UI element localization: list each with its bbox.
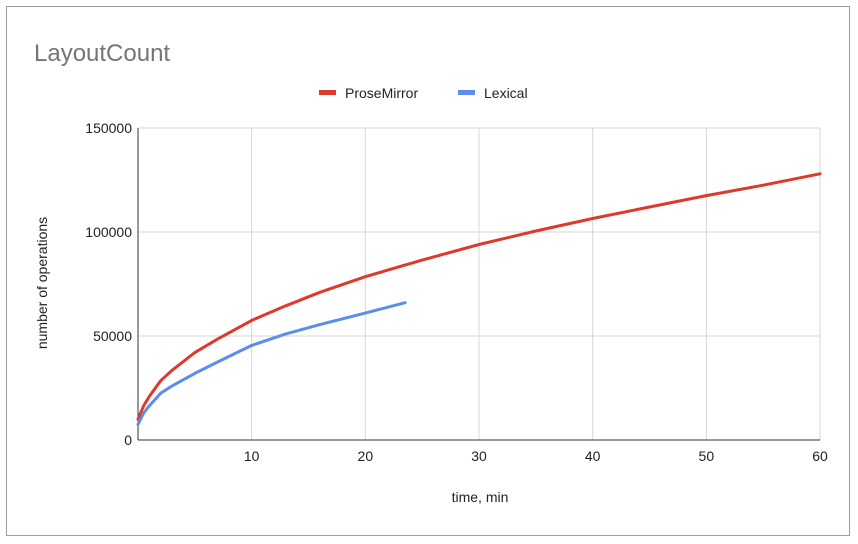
y-tick-label: 50000 [93,328,132,344]
x-axis-label: time, min [452,489,509,505]
y-tick-label: 150000 [85,120,132,136]
y-tick-labels: 0 50000 100000 150000 [85,120,132,448]
series-line-prosemirror [136,172,822,421]
x-tick-labels: 10 20 30 40 50 60 [244,448,828,464]
y-axis-label: number of operations [34,217,50,349]
x-tick-label: 50 [699,448,715,464]
legend-label: Lexical [484,85,528,101]
x-tick-label: 20 [358,448,374,464]
chart-title: LayoutCount [34,40,170,67]
chart-frame [6,6,850,536]
axes [137,128,820,441]
series-line-lexical [136,301,407,426]
y-tick-label: 0 [124,432,132,448]
legend-swatch [319,90,336,95]
x-tick-label: 60 [812,448,828,464]
legend: ProseMirror Lexical [319,85,528,101]
legend-label: ProseMirror [345,85,418,101]
x-tick-label: 10 [244,448,260,464]
grid [138,127,821,440]
x-tick-label: 30 [471,448,487,464]
y-tick-label: 100000 [85,224,132,240]
legend-swatch [458,90,475,95]
x-tick-label: 40 [585,448,601,464]
series-lines [136,172,822,426]
